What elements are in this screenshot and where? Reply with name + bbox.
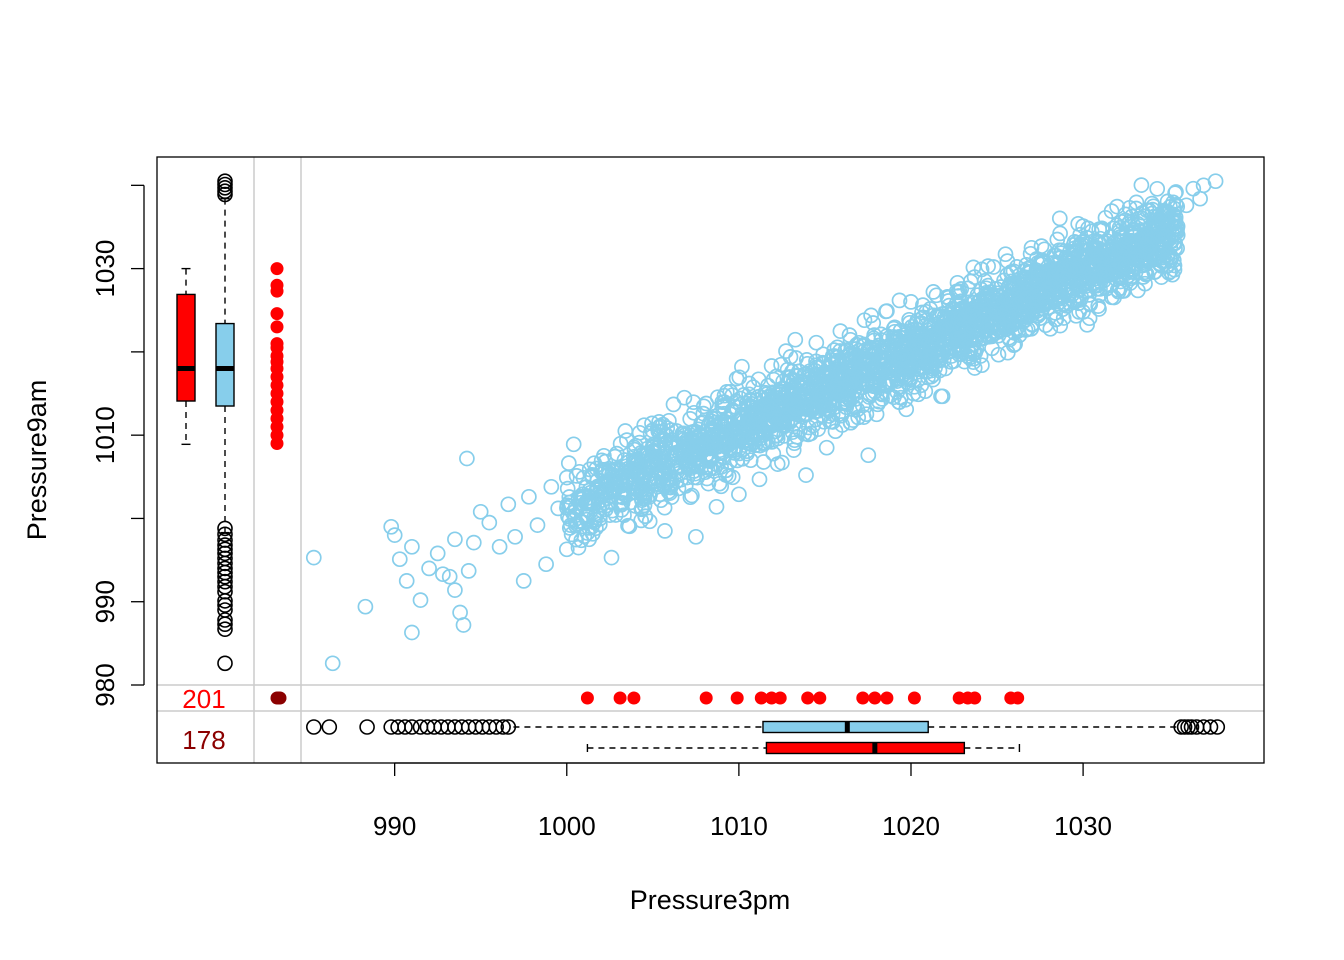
y-missing-point [856,692,869,705]
x-missing-point [271,262,284,275]
y-missing-point [868,692,881,705]
y-missing-point [908,692,921,705]
x-missing-point [271,307,284,320]
y-missing-point [700,692,713,705]
y-boxplot-missing-box [177,294,195,401]
y-missing-point [801,692,814,705]
y-missing-point [627,692,640,705]
x-missing-point [271,320,284,333]
x-axis-label: Pressure3pm [630,885,791,915]
both-missing-point [274,692,287,705]
y-missing-point [581,692,594,705]
y-tick-label: 1030 [90,240,120,298]
y-tick-label: 990 [90,580,120,623]
y-missing-point [731,692,744,705]
y-tick-label: 1010 [90,406,120,464]
x-tick-label: 1000 [538,811,596,841]
x-missing-point [271,437,284,450]
y-missing-point [813,692,826,705]
y-missing-point [774,692,787,705]
count-both-missing: 178 [182,725,225,755]
y-axis-label: Pressure9am [22,380,52,541]
x-tick-label: 990 [373,811,416,841]
y-missing-point [880,692,893,705]
x-tick-label: 1010 [710,811,768,841]
y-missing-point [1011,692,1024,705]
y-boxplot-present-box [216,324,234,406]
x-tick-label: 1020 [882,811,940,841]
x-tick-label: 1030 [1054,811,1112,841]
x-missing-point [271,285,284,298]
y-missing-point [614,692,627,705]
y-missing-point [968,692,981,705]
count-x-missing: 201 [182,684,225,714]
x-boxplot-missing-box [766,743,964,754]
y-tick-label: 980 [90,663,120,706]
